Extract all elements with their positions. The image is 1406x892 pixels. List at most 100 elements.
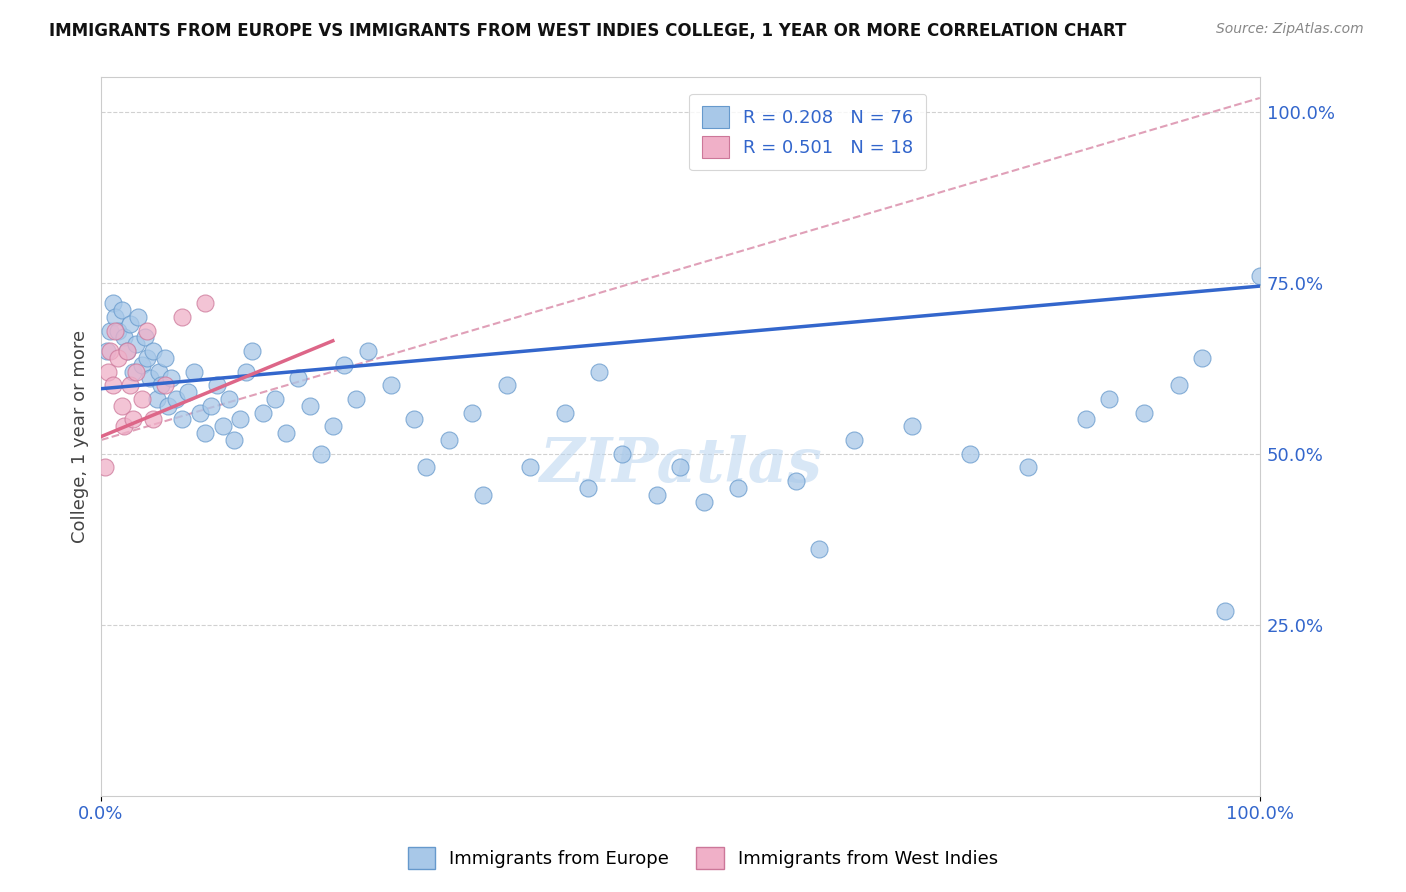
Point	[554, 406, 576, 420]
Point	[98, 324, 121, 338]
Point	[136, 324, 159, 338]
Point	[98, 344, 121, 359]
Point	[645, 488, 668, 502]
Point	[194, 426, 217, 441]
Text: ZIPatlas: ZIPatlas	[538, 435, 821, 495]
Point	[127, 310, 149, 324]
Point	[165, 392, 187, 406]
Point	[118, 317, 141, 331]
Point	[472, 488, 495, 502]
Point	[287, 371, 309, 385]
Point	[101, 378, 124, 392]
Point	[276, 426, 298, 441]
Point	[145, 392, 167, 406]
Point	[183, 365, 205, 379]
Point	[200, 399, 222, 413]
Point	[134, 330, 156, 344]
Point	[218, 392, 240, 406]
Text: Source: ZipAtlas.com: Source: ZipAtlas.com	[1216, 22, 1364, 37]
Point	[235, 365, 257, 379]
Point	[240, 344, 263, 359]
Point	[153, 351, 176, 365]
Point	[298, 399, 321, 413]
Point	[901, 419, 924, 434]
Point	[205, 378, 228, 392]
Point	[131, 392, 153, 406]
Point	[112, 330, 135, 344]
Point	[150, 378, 173, 392]
Point	[101, 296, 124, 310]
Point	[122, 365, 145, 379]
Point	[519, 460, 541, 475]
Point	[177, 385, 200, 400]
Point	[194, 296, 217, 310]
Point	[727, 481, 749, 495]
Point	[172, 412, 194, 426]
Point	[495, 378, 517, 392]
Point	[252, 406, 274, 420]
Point	[1213, 604, 1236, 618]
Point	[93, 460, 115, 475]
Point	[115, 344, 138, 359]
Point	[437, 433, 460, 447]
Point	[104, 324, 127, 338]
Point	[576, 481, 599, 495]
Point	[402, 412, 425, 426]
Point	[808, 542, 831, 557]
Point	[309, 447, 332, 461]
Point	[1074, 412, 1097, 426]
Point	[142, 412, 165, 426]
Point	[172, 310, 194, 324]
Point	[344, 392, 367, 406]
Point	[115, 344, 138, 359]
Point	[380, 378, 402, 392]
Point	[263, 392, 285, 406]
Point	[142, 344, 165, 359]
Point	[692, 494, 714, 508]
Point	[188, 406, 211, 420]
Point	[461, 406, 484, 420]
Point	[136, 351, 159, 365]
Point	[959, 447, 981, 461]
Point	[159, 371, 181, 385]
Point	[104, 310, 127, 324]
Point	[111, 399, 134, 413]
Point	[333, 358, 356, 372]
Point	[844, 433, 866, 447]
Point	[111, 303, 134, 318]
Y-axis label: College, 1 year or more: College, 1 year or more	[72, 330, 89, 543]
Point	[1098, 392, 1121, 406]
Point	[157, 399, 180, 413]
Text: IMMIGRANTS FROM EUROPE VS IMMIGRANTS FROM WEST INDIES COLLEGE, 1 YEAR OR MORE CO: IMMIGRANTS FROM EUROPE VS IMMIGRANTS FRO…	[49, 22, 1126, 40]
Point	[224, 433, 246, 447]
Point	[153, 378, 176, 392]
Point	[211, 419, 233, 434]
Point	[1017, 460, 1039, 475]
Legend: R = 0.208   N = 76, R = 0.501   N = 18: R = 0.208 N = 76, R = 0.501 N = 18	[689, 94, 927, 170]
Legend: Immigrants from Europe, Immigrants from West Indies: Immigrants from Europe, Immigrants from …	[399, 838, 1007, 879]
Point	[356, 344, 378, 359]
Point	[1191, 351, 1213, 365]
Point	[112, 419, 135, 434]
Point	[322, 419, 344, 434]
Point	[96, 344, 118, 359]
Point	[125, 337, 148, 351]
Point	[1133, 406, 1156, 420]
Point	[125, 365, 148, 379]
Point	[118, 378, 141, 392]
Point	[148, 365, 170, 379]
Point	[131, 358, 153, 372]
Point	[97, 365, 120, 379]
Point	[107, 351, 129, 365]
Point	[122, 412, 145, 426]
Point	[107, 324, 129, 338]
Point	[785, 474, 807, 488]
Point	[612, 447, 634, 461]
Point	[1167, 378, 1189, 392]
Point	[415, 460, 437, 475]
Point	[669, 460, 692, 475]
Point	[588, 365, 610, 379]
Point	[229, 412, 252, 426]
Point	[1249, 268, 1271, 283]
Point	[138, 371, 160, 385]
